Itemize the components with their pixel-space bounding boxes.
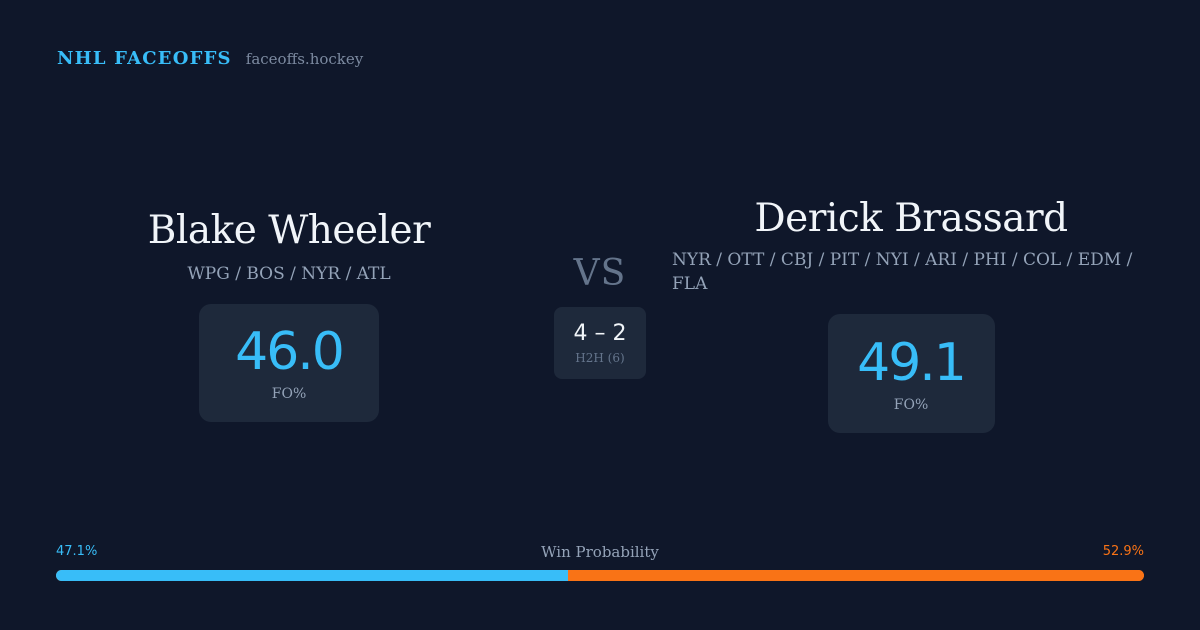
player-left: Blake Wheeler WPG / BOS / NYR / ATL 46.0…	[100, 206, 478, 422]
player-left-fo-label: FO%	[271, 386, 307, 402]
win-probability-left-value: 47.1%	[56, 544, 98, 559]
h2h-card: 4 – 2 H2H (6)	[554, 307, 646, 379]
brand-header: NHL FACEOFFS faceoffs.hockey	[57, 48, 363, 69]
player-right-fo-card: 49.1 FO%	[827, 314, 995, 433]
player-left-fo-value: 46.0	[235, 322, 345, 382]
win-probability-bar-left	[56, 570, 569, 581]
win-probability-right-value: 52.9%	[1102, 544, 1144, 559]
player-left-name: Blake Wheeler	[147, 208, 431, 253]
win-probability: 47.1% Win Probability 52.9%	[56, 542, 1144, 581]
win-probability-labels: 47.1% Win Probability 52.9%	[56, 542, 1144, 564]
player-right: Derick Brassard NYR / OTT / CBJ / PIT / …	[672, 194, 1150, 433]
win-probability-bar-right	[568, 570, 1144, 581]
player-left-teams: WPG / BOS / NYR / ATL	[187, 264, 391, 284]
player-right-teams: NYR / OTT / CBJ / PIT / NYI / ARI / PHI …	[672, 250, 1133, 294]
brand-name[interactable]: NHL FACEOFFS	[57, 48, 232, 69]
h2h-score: 4 – 2	[573, 321, 627, 346]
win-probability-bar	[56, 570, 1144, 581]
h2h-label: H2H (6)	[575, 351, 625, 365]
player-right-fo-value: 49.1	[857, 332, 967, 393]
player-right-fo-label: FO%	[893, 396, 929, 413]
player-right-name: Derick Brassard	[754, 196, 1068, 241]
win-probability-title: Win Probability	[541, 543, 659, 561]
versus-label: VS	[573, 253, 627, 294]
player-left-fo-card: 46.0 FO%	[199, 304, 379, 422]
brand-domain[interactable]: faceoffs.hockey	[245, 50, 364, 68]
